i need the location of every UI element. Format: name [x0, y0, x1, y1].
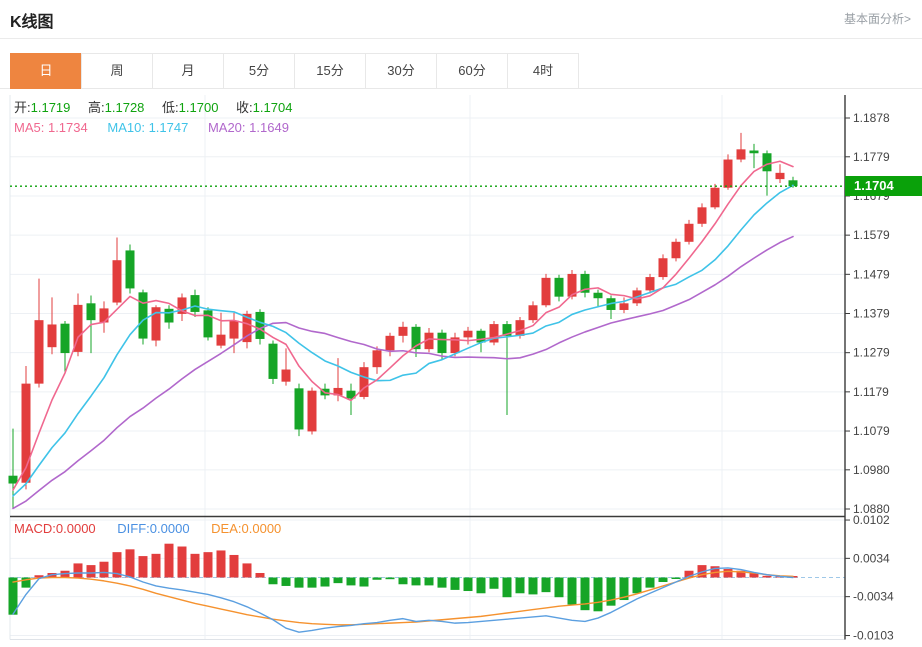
ma10-label: MA10:	[107, 120, 145, 135]
low-value: 1.1700	[178, 100, 219, 115]
tab-day[interactable]: 日	[10, 53, 82, 89]
main-y-axis-label: 1.1279	[853, 346, 890, 360]
main-y-axis-label: 1.0880	[853, 502, 890, 516]
diff-label: DIFF:	[117, 521, 150, 536]
macd-y-axis-label: -0.0103	[853, 629, 894, 643]
high-label: 高:	[88, 100, 105, 115]
tab-30min[interactable]: 30分	[365, 53, 437, 89]
header-divider	[0, 38, 922, 39]
page-title: K线图	[10, 14, 54, 31]
ma20-value: 1.1649	[249, 120, 289, 135]
tab-month[interactable]: 月	[152, 53, 224, 89]
macd-y-axis-label: -0.0034	[853, 590, 894, 604]
macd-y-axis-label: 0.0102	[853, 513, 890, 527]
ma5-label: MA5:	[14, 120, 45, 135]
main-y-axis-label: 1.1878	[853, 111, 890, 125]
low-label: 低:	[162, 100, 179, 115]
tab-5min[interactable]: 5分	[223, 53, 295, 89]
open-value: 1.1719	[30, 100, 71, 115]
main-y-axis-label: 1.0980	[853, 463, 890, 477]
ma-readout: MA5: 1.1734 MA10: 1.1747 MA20: 1.1649	[14, 120, 289, 135]
tab-15min[interactable]: 15分	[294, 53, 366, 89]
dea-value: 0.0000	[241, 521, 282, 536]
tab-4hour[interactable]: 4时	[507, 53, 579, 89]
main-y-axis-label: 1.1379	[853, 307, 890, 321]
fundamental-analysis-link[interactable]: 基本面分析>	[843, 12, 911, 26]
open-label: 开:	[14, 100, 31, 115]
main-y-axis-label: 1.1579	[853, 228, 890, 242]
ohlc-readout: 开:1.1719 高:1.1728 低:1.1700 收:1.1704	[14, 97, 306, 116]
macd-value: 0.0000	[55, 521, 96, 536]
ma10-value: 1.1747	[148, 120, 189, 135]
main-y-axis-label: 1.1179	[853, 385, 889, 399]
macd-y-axis-label: 0.0034	[853, 551, 890, 565]
high-value: 1.1728	[104, 100, 145, 115]
macd-legend: MACD:0.0000 DIFF:0.0000 DEA:0.0000	[14, 521, 281, 536]
dea-label: DEA:	[211, 521, 242, 536]
tab-60min[interactable]: 60分	[436, 53, 508, 89]
main-y-axis-label: 1.1779	[853, 150, 890, 164]
close-value: 1.1704	[252, 100, 293, 115]
main-y-axis-label: 1.1079	[853, 424, 890, 438]
tab-week[interactable]: 周	[81, 53, 153, 89]
close-label: 收:	[236, 100, 253, 115]
interval-tabs: 日 周 月 5分 15分 30分 60分 4时	[10, 53, 579, 89]
current-price-tag: 1.1704	[845, 176, 922, 196]
macd-label: MACD:	[14, 521, 56, 536]
main-y-axis-label: 1.1479	[853, 267, 890, 281]
ma20-label: MA20:	[207, 120, 246, 135]
diff-value: 0.0000	[149, 521, 190, 536]
ma5-value: 1.1734	[47, 120, 88, 135]
